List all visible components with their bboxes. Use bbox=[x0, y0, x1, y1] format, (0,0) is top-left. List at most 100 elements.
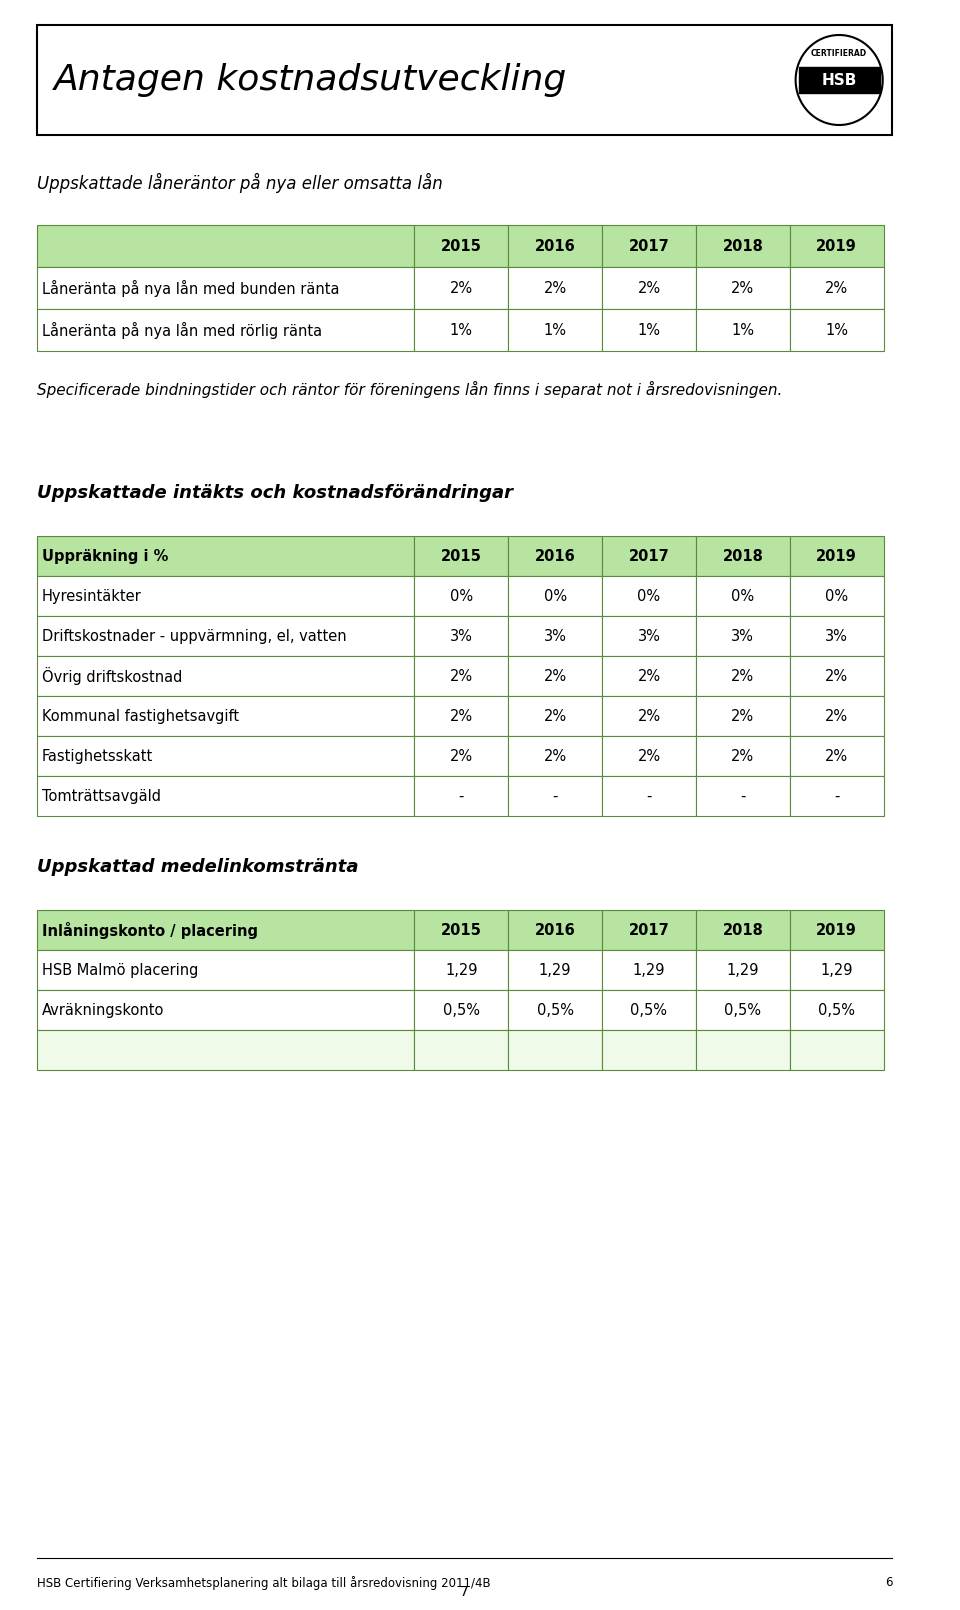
FancyBboxPatch shape bbox=[790, 736, 884, 776]
Text: Tomträttsavgäld: Tomträttsavgäld bbox=[41, 789, 160, 803]
FancyBboxPatch shape bbox=[696, 617, 790, 655]
FancyBboxPatch shape bbox=[602, 309, 696, 351]
FancyBboxPatch shape bbox=[696, 776, 790, 816]
FancyBboxPatch shape bbox=[790, 1030, 884, 1071]
FancyBboxPatch shape bbox=[36, 776, 415, 816]
FancyBboxPatch shape bbox=[790, 696, 884, 736]
FancyBboxPatch shape bbox=[696, 309, 790, 351]
Text: 2015: 2015 bbox=[441, 238, 482, 253]
Text: 0,5%: 0,5% bbox=[818, 1003, 855, 1018]
FancyBboxPatch shape bbox=[696, 696, 790, 736]
FancyBboxPatch shape bbox=[508, 950, 602, 990]
FancyBboxPatch shape bbox=[36, 309, 415, 351]
Text: 1,29: 1,29 bbox=[821, 963, 853, 977]
Text: 2%: 2% bbox=[637, 749, 660, 763]
FancyBboxPatch shape bbox=[36, 655, 415, 696]
FancyBboxPatch shape bbox=[790, 576, 884, 617]
Text: HSB: HSB bbox=[822, 72, 857, 89]
FancyBboxPatch shape bbox=[696, 736, 790, 776]
FancyBboxPatch shape bbox=[602, 1030, 696, 1071]
FancyBboxPatch shape bbox=[415, 736, 508, 776]
Text: 2%: 2% bbox=[826, 280, 849, 296]
FancyBboxPatch shape bbox=[790, 225, 884, 267]
Text: CERTIFIERAD: CERTIFIERAD bbox=[811, 48, 867, 58]
Text: 0%: 0% bbox=[637, 589, 660, 604]
FancyBboxPatch shape bbox=[415, 576, 508, 617]
FancyBboxPatch shape bbox=[415, 776, 508, 816]
FancyBboxPatch shape bbox=[602, 990, 696, 1030]
Text: 1,29: 1,29 bbox=[539, 963, 571, 977]
Text: Kommunal fastighetsavgift: Kommunal fastighetsavgift bbox=[41, 708, 239, 723]
Text: 2017: 2017 bbox=[629, 549, 669, 563]
Text: 2%: 2% bbox=[732, 280, 755, 296]
Text: 2%: 2% bbox=[543, 280, 566, 296]
Text: 3%: 3% bbox=[450, 628, 472, 644]
Text: 0%: 0% bbox=[449, 589, 472, 604]
Text: 0%: 0% bbox=[543, 589, 566, 604]
FancyBboxPatch shape bbox=[602, 536, 696, 576]
Text: Driftskostnader - uppvärmning, el, vatten: Driftskostnader - uppvärmning, el, vatte… bbox=[41, 628, 347, 644]
Text: 0,5%: 0,5% bbox=[443, 1003, 480, 1018]
Text: 2%: 2% bbox=[732, 749, 755, 763]
Text: 3%: 3% bbox=[732, 628, 755, 644]
Text: 0%: 0% bbox=[732, 589, 755, 604]
FancyBboxPatch shape bbox=[508, 1030, 602, 1071]
Text: 7: 7 bbox=[460, 1584, 469, 1599]
FancyBboxPatch shape bbox=[415, 267, 508, 309]
Text: 2%: 2% bbox=[449, 708, 472, 723]
Text: Specificerade bindningstider och räntor för föreningens lån finns i separat not : Specificerade bindningstider och räntor … bbox=[36, 382, 782, 398]
FancyBboxPatch shape bbox=[36, 736, 415, 776]
FancyBboxPatch shape bbox=[36, 950, 415, 990]
Text: 2%: 2% bbox=[826, 708, 849, 723]
FancyBboxPatch shape bbox=[415, 617, 508, 655]
Text: 1%: 1% bbox=[449, 322, 472, 338]
Text: 3%: 3% bbox=[637, 628, 660, 644]
Text: 6: 6 bbox=[885, 1576, 893, 1589]
Text: Fastighetsskatt: Fastighetsskatt bbox=[41, 749, 153, 763]
Text: 2016: 2016 bbox=[535, 549, 575, 563]
FancyBboxPatch shape bbox=[696, 225, 790, 267]
FancyBboxPatch shape bbox=[602, 655, 696, 696]
Text: Låneränta på nya lån med rörlig ränta: Låneränta på nya lån med rörlig ränta bbox=[41, 322, 322, 338]
FancyBboxPatch shape bbox=[602, 736, 696, 776]
FancyBboxPatch shape bbox=[508, 990, 602, 1030]
Text: 0%: 0% bbox=[826, 589, 849, 604]
FancyBboxPatch shape bbox=[696, 1030, 790, 1071]
Text: 3%: 3% bbox=[543, 628, 566, 644]
FancyBboxPatch shape bbox=[36, 26, 893, 135]
FancyBboxPatch shape bbox=[415, 309, 508, 351]
FancyBboxPatch shape bbox=[508, 776, 602, 816]
FancyBboxPatch shape bbox=[790, 309, 884, 351]
Text: 2%: 2% bbox=[543, 749, 566, 763]
Text: 2015: 2015 bbox=[441, 549, 482, 563]
Text: Uppskattade intäkts och kostnadsförändringar: Uppskattade intäkts och kostnadsförändri… bbox=[36, 485, 513, 502]
Text: 2019: 2019 bbox=[816, 238, 857, 253]
Text: 2016: 2016 bbox=[535, 238, 575, 253]
Text: 2%: 2% bbox=[449, 668, 472, 684]
Text: -: - bbox=[646, 789, 652, 803]
Text: Låneränta på nya lån med bunden ränta: Låneränta på nya lån med bunden ränta bbox=[41, 280, 339, 296]
FancyBboxPatch shape bbox=[36, 536, 415, 576]
Text: -: - bbox=[552, 789, 558, 803]
FancyBboxPatch shape bbox=[36, 990, 415, 1030]
FancyBboxPatch shape bbox=[415, 655, 508, 696]
Text: Hyresintäkter: Hyresintäkter bbox=[41, 589, 141, 604]
Text: 2%: 2% bbox=[543, 708, 566, 723]
FancyBboxPatch shape bbox=[508, 617, 602, 655]
Text: 2017: 2017 bbox=[629, 238, 669, 253]
FancyBboxPatch shape bbox=[696, 950, 790, 990]
FancyBboxPatch shape bbox=[36, 267, 415, 309]
FancyBboxPatch shape bbox=[415, 225, 508, 267]
FancyBboxPatch shape bbox=[696, 655, 790, 696]
Text: 2019: 2019 bbox=[816, 549, 857, 563]
Text: Uppräkning i %: Uppräkning i % bbox=[41, 549, 168, 563]
FancyBboxPatch shape bbox=[415, 1030, 508, 1071]
FancyBboxPatch shape bbox=[36, 1030, 415, 1071]
FancyBboxPatch shape bbox=[508, 576, 602, 617]
Text: Inlåningskonto / placering: Inlåningskonto / placering bbox=[41, 921, 257, 939]
Text: 2%: 2% bbox=[637, 708, 660, 723]
Text: -: - bbox=[740, 789, 746, 803]
FancyBboxPatch shape bbox=[602, 910, 696, 950]
FancyBboxPatch shape bbox=[790, 910, 884, 950]
FancyBboxPatch shape bbox=[790, 536, 884, 576]
